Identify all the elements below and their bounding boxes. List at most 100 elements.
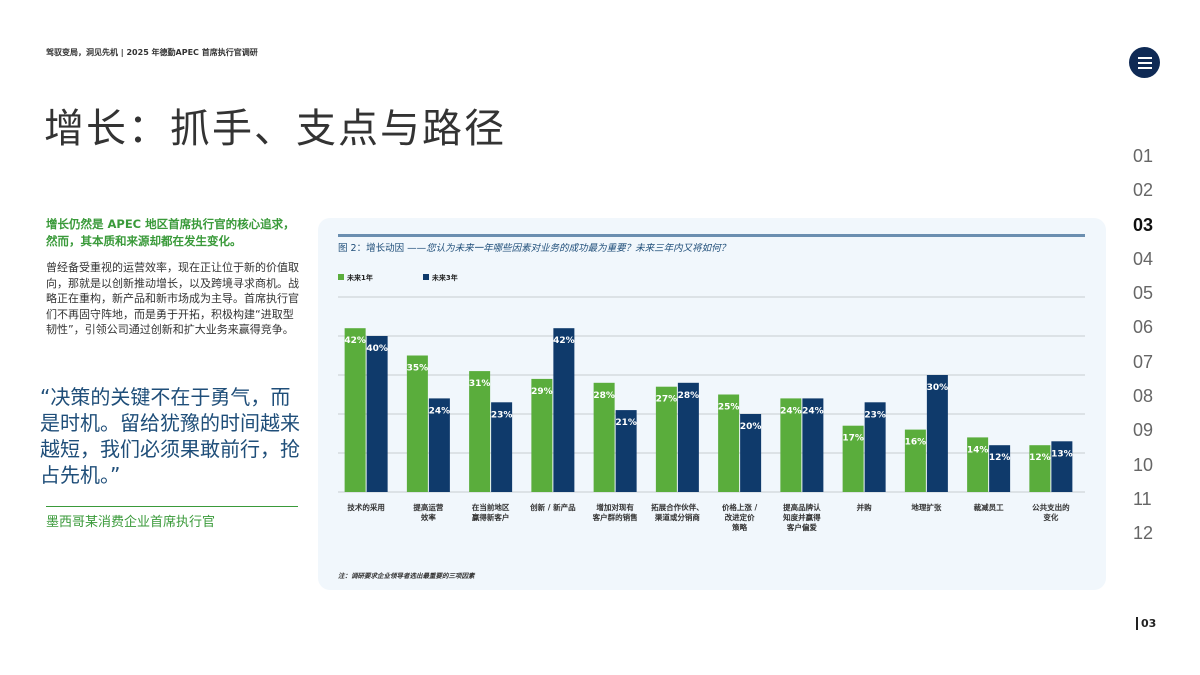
breadcrumb: 驾驭变局，洞见先机 | 2025 年德勤APEC 首席执行官调研 bbox=[46, 48, 258, 57]
data-label: 20% bbox=[740, 422, 762, 432]
category-label: 拓展合作伙伴、 bbox=[651, 502, 704, 512]
bar-3y bbox=[553, 328, 575, 492]
bar-1y bbox=[655, 386, 677, 492]
nav-item-04[interactable]: 04 bbox=[1133, 248, 1154, 269]
chart-title-prefix: 图 2：增长动因 —— bbox=[338, 243, 427, 254]
bar-1y bbox=[780, 398, 802, 492]
menu-button[interactable] bbox=[1129, 47, 1160, 78]
bar-3y bbox=[864, 402, 886, 492]
quote-source: 墨西哥某消费企业首席执行官 bbox=[46, 515, 216, 530]
category-label: 增加对现有 bbox=[596, 502, 634, 512]
chart-title: 图 2：增长动因 ——您认为未来一年哪些因素对业务的成功最为重要？未来三年内又将… bbox=[338, 234, 1085, 254]
category-label: 价格上涨 / bbox=[722, 502, 758, 512]
bar-3y bbox=[926, 375, 948, 492]
bar-3y bbox=[615, 410, 637, 492]
section-nav: 01 02 03 04 05 06 07 08 09 10 11 12 bbox=[1133, 146, 1153, 558]
category-label: 在当前地区 bbox=[472, 502, 510, 512]
data-label: 17% bbox=[842, 434, 864, 444]
nav-item-06[interactable]: 06 bbox=[1133, 317, 1154, 338]
divider bbox=[46, 506, 298, 507]
data-label: 12% bbox=[1029, 453, 1051, 463]
data-label: 23% bbox=[491, 410, 513, 420]
category-label: 改进定价 bbox=[725, 512, 755, 522]
data-label: 25% bbox=[718, 403, 740, 413]
bar-1y bbox=[842, 425, 864, 492]
data-label: 29% bbox=[531, 387, 553, 397]
chart-title-question: 您认为未来一年哪些因素对业务的成功最为重要？未来三年内又将如何？ bbox=[426, 243, 731, 254]
page-title: 增长：抓手、支点与路径 bbox=[44, 106, 506, 152]
nav-item-10[interactable]: 10 bbox=[1133, 454, 1154, 475]
category-label: 技术的采用 bbox=[347, 502, 385, 512]
data-label: 12% bbox=[989, 453, 1011, 463]
bar-3y bbox=[491, 402, 513, 492]
hamburger-line bbox=[1137, 66, 1152, 69]
data-label: 30% bbox=[927, 383, 949, 393]
data-label: 24% bbox=[780, 406, 802, 416]
legend-label: 未来3年 bbox=[431, 274, 458, 282]
legend-item-3y: 未来3年 bbox=[422, 273, 458, 283]
bar-1y bbox=[904, 429, 926, 492]
data-label: 16% bbox=[905, 438, 927, 448]
category-label: 客户群的销售 bbox=[592, 512, 638, 522]
data-label: 28% bbox=[593, 391, 615, 401]
bar-3y bbox=[428, 398, 450, 492]
nav-item-12[interactable]: 12 bbox=[1133, 523, 1154, 544]
bar-1y bbox=[531, 378, 553, 492]
bar-1y bbox=[967, 437, 989, 492]
bar-1y bbox=[406, 355, 428, 492]
bar-3y bbox=[802, 398, 824, 492]
category-label: 赢得新客户 bbox=[472, 512, 510, 522]
data-label: 13% bbox=[1051, 449, 1073, 459]
category-label: 公共支出的 bbox=[1032, 502, 1070, 512]
bar-3y bbox=[989, 445, 1011, 492]
nav-item-09[interactable]: 09 bbox=[1133, 420, 1154, 441]
legend-swatch bbox=[422, 274, 429, 280]
bar-3y bbox=[677, 382, 699, 492]
data-label: 42% bbox=[553, 336, 575, 346]
data-label: 31% bbox=[469, 379, 491, 389]
data-label: 27% bbox=[656, 395, 678, 405]
category-label: 渠道或分销商 bbox=[654, 512, 700, 522]
nav-item-07[interactable]: 07 bbox=[1133, 351, 1154, 372]
category-label: 效率 bbox=[421, 512, 436, 522]
lead-text: 增长仍然是 APEC 地区首席执行官的核心追求，然而，其本质和来源却都在发生变化… bbox=[46, 217, 295, 248]
data-label: 35% bbox=[407, 364, 429, 374]
bar-1y bbox=[718, 394, 740, 492]
page-number: 03 bbox=[1136, 617, 1156, 630]
bar-1y bbox=[344, 328, 366, 492]
legend-swatch bbox=[338, 274, 344, 280]
chart-note: 注：调研要求企业领导者选出最重要的三项因素 bbox=[338, 572, 475, 580]
bar-1y bbox=[593, 382, 615, 492]
body-text: 曾经备受重视的运营效率，现在正让位于新的价值取向，那就是以创新推动增长，以及跨境… bbox=[46, 261, 299, 336]
nav-item-01[interactable]: 01 bbox=[1133, 146, 1154, 166]
quote: “决策的关键不在于勇气，而是时机。留给犹豫的时间越来越短，我们必须果敢前行，抢占… bbox=[40, 385, 300, 487]
bar-3y bbox=[740, 414, 762, 492]
category-label: 客户偏爱 bbox=[786, 522, 817, 532]
legend-label: 未来1年 bbox=[347, 274, 373, 282]
legend-item-1y: 未来1年 bbox=[338, 273, 373, 283]
data-label: 24% bbox=[429, 406, 451, 416]
category-label: 地理扩张 bbox=[911, 502, 941, 512]
nav-item-08[interactable]: 08 bbox=[1133, 386, 1154, 407]
data-label: 21% bbox=[615, 418, 637, 428]
nav-item-02[interactable]: 02 bbox=[1133, 180, 1154, 201]
nav-item-11[interactable]: 11 bbox=[1133, 488, 1152, 509]
category-label: 知度并赢得 bbox=[783, 512, 821, 522]
nav-item-03[interactable]: 03 bbox=[1133, 214, 1154, 235]
hamburger-line bbox=[1137, 61, 1152, 64]
bar-1y bbox=[469, 371, 491, 492]
category-label: 创新 / 新产品 bbox=[529, 502, 576, 512]
data-label: 14% bbox=[967, 445, 989, 455]
category-label: 策略 bbox=[732, 522, 747, 532]
data-label: 28% bbox=[678, 391, 700, 401]
category-label: 裁减员工 bbox=[974, 502, 1004, 512]
category-label: 变化 bbox=[1043, 512, 1059, 522]
data-label: 40% bbox=[366, 344, 388, 354]
legend: 未来1年 未来3年 bbox=[338, 273, 458, 283]
hamburger-icon bbox=[1137, 56, 1152, 59]
category-label: 并购 bbox=[857, 502, 872, 512]
bar-3y bbox=[1051, 441, 1073, 492]
nav-item-05[interactable]: 05 bbox=[1133, 283, 1154, 304]
bar-3y bbox=[366, 336, 388, 492]
